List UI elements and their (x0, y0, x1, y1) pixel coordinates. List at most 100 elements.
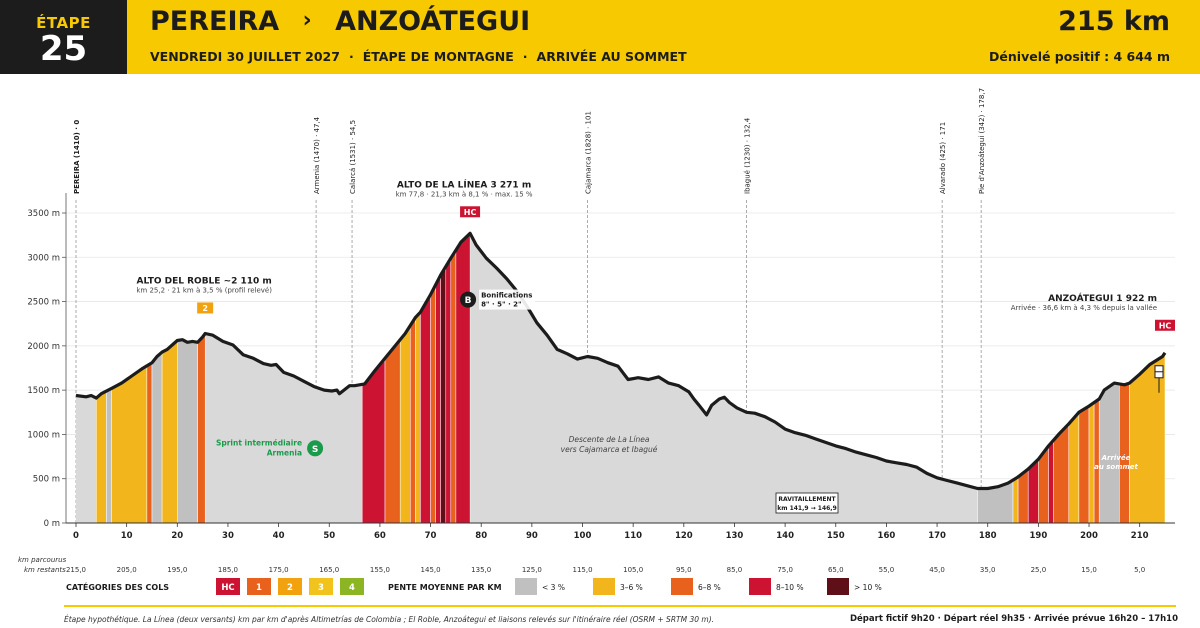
sprint-symbol: S (312, 445, 318, 455)
y-tick-label: 1500 m (27, 386, 60, 396)
gradient-band (146, 362, 153, 524)
gradient-band (435, 274, 441, 524)
climb-name: ALTO DE LA LÍNEA 3 271 m (397, 178, 531, 190)
x-tick-label: 190 (1029, 531, 1047, 541)
remaining-tick-label: 85,0 (727, 566, 743, 574)
gradient-band (1068, 411, 1080, 524)
gradient-band (430, 284, 436, 524)
chart-legend: CATÉGORIES DES COLS HC 1 2 3 4 PENTE MOYENNE P… (66, 578, 882, 595)
waypoint-label: Pie d'Anzoátegui (342) · 178,7 (978, 88, 986, 194)
remaining-tick-label: 205,0 (117, 566, 137, 574)
gradient-band (420, 293, 431, 524)
remaining-tick-label: 135,0 (471, 566, 491, 574)
legend-grade-label: 3–6 % (620, 583, 643, 592)
gradient-band (1048, 439, 1054, 524)
gradient-band (96, 390, 107, 524)
gradient-band (111, 365, 148, 524)
profile-area (76, 233, 1165, 524)
gradient-band (384, 339, 401, 524)
profile-line (75, 231, 1167, 491)
y-tick-label: 2000 m (27, 342, 60, 352)
bonus-title: Bonifications (481, 292, 532, 300)
x-tick-label: 30 (222, 531, 234, 541)
legend-grade-swatch (671, 578, 693, 595)
waypoint-label: Armenia (1470) · 47,4 (313, 116, 321, 194)
x-tick-label: 130 (726, 531, 744, 541)
y-tick-label: 500 m (33, 475, 60, 485)
gradient-band (455, 232, 471, 524)
remaining-tick-label: 165,0 (319, 566, 339, 574)
x-tick-label: 180 (979, 531, 997, 541)
arrival-note-line1: Arrivée (1101, 454, 1131, 462)
row-label-remaining: km restants (24, 566, 66, 574)
gradient-band (106, 388, 112, 524)
remaining-tick-label: 105,0 (623, 566, 643, 574)
gradient-band (399, 324, 411, 524)
legend-category-swatch (216, 578, 240, 595)
x-tick-label: 20 (171, 531, 183, 541)
x-tick-label: 150 (827, 531, 845, 541)
x-tick-label: 200 (1080, 531, 1098, 541)
stage-label: ÉTAPE (36, 14, 91, 32)
remaining-tick-label: 25,0 (1031, 566, 1047, 574)
remaining-tick-label: 95,0 (676, 566, 692, 574)
stage-type: ÉTAPE DE MONTAGNE (362, 49, 514, 64)
sprint-badge-icon (307, 440, 324, 457)
remaining-tick-label: 15,0 (1081, 566, 1097, 574)
climb-detail: km 77,8 · 21,3 km à 8,1 % · max. 15 % (396, 190, 533, 198)
remaining-tick-label: 65,0 (828, 566, 844, 574)
chart-axes: 0 m 500 m 1000 m 1500 m 2000 m 2500 m 3000 m 35… (18, 193, 1175, 574)
sprint-line2: Armenia (267, 448, 302, 457)
legend-categories-title: CATÉGORIES DES COLS (66, 581, 169, 592)
gradient-band (161, 339, 178, 524)
x-tick-label: 170 (928, 531, 946, 541)
legend-category-label: HC (221, 583, 234, 593)
climb-detail: km 25,2 · 21 km à 3,5 % (profil relevé) (136, 286, 272, 294)
separator-dot: · (522, 49, 528, 64)
x-tick-label: 110 (624, 531, 642, 541)
legend-grade-label: > 10 % (854, 583, 882, 592)
legend-category-swatch (309, 578, 333, 595)
x-tick-label: 10 (121, 531, 133, 541)
x-tick-label: 90 (526, 531, 538, 541)
legend-grade-title: PENTE MOYENNE PAR KM (388, 583, 502, 592)
bonus-symbol: B (465, 296, 472, 306)
remaining-tick-label: 125,0 (522, 566, 542, 574)
footnote: Étape hypothétique. La Línea (deux versa… (64, 615, 715, 624)
sprint-line1: Sprint intermédiaire (216, 438, 302, 447)
bonus-values: 8" · 5" · 2" (481, 301, 522, 309)
remaining-tick-label: 35,0 (980, 566, 996, 574)
gradient-band (197, 332, 206, 524)
finish-town: ANZOÁTEGUI (335, 6, 531, 37)
bonus-label-bg (479, 289, 536, 310)
climb-category-label: 2 (202, 304, 208, 313)
remaining-tick-label: 175,0 (269, 566, 289, 574)
waypoint-label: Cajamarca (1828) · 101 (585, 111, 593, 194)
x-tick-label: 80 (475, 531, 487, 541)
legend-grade-swatch (749, 578, 771, 595)
stage-header: ÉTAPE 25 PEREIRA › ANZOÁTEGUI VENDREDI 3… (0, 0, 1200, 74)
stage-distance: 215 km (1058, 6, 1170, 37)
gradient-band (151, 351, 163, 524)
climb-category-label: HC (1159, 321, 1172, 330)
stage-number: 25 (39, 29, 88, 69)
gradient-bands (96, 232, 1166, 524)
separator-dot: · (348, 49, 354, 64)
y-tick-label: 3500 m (27, 209, 60, 219)
gradient-band (1012, 476, 1019, 524)
page-title: PEREIRA › ANZOÁTEGUI (150, 6, 530, 37)
x-tick-label: 40 (273, 531, 285, 541)
gradient-band (410, 316, 416, 524)
climb-name: ALTO DEL ROBLE ~2 110 m (137, 276, 272, 286)
profile-fill (76, 233, 1165, 524)
arrival-note-line2: au sommet (1094, 463, 1138, 471)
row-label-km: km parcourus (18, 556, 67, 564)
chevron-right-icon: › (302, 8, 312, 33)
legend-grade-label: 8–10 % (776, 583, 804, 592)
stage-subtitle: VENDREDI 30 JUILLET 2027 · ÉTAPE DE MONTAG… (150, 49, 687, 64)
elevation-gain: Dénivelé positif : 4 644 m (989, 49, 1170, 64)
stage-date: VENDREDI 30 JUILLET 2027 (150, 49, 340, 64)
legend-category-swatch (278, 578, 302, 595)
feed-zone-box (775, 492, 839, 514)
